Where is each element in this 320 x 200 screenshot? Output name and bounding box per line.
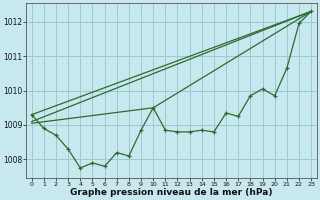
X-axis label: Graphe pression niveau de la mer (hPa): Graphe pression niveau de la mer (hPa) — [70, 188, 273, 197]
